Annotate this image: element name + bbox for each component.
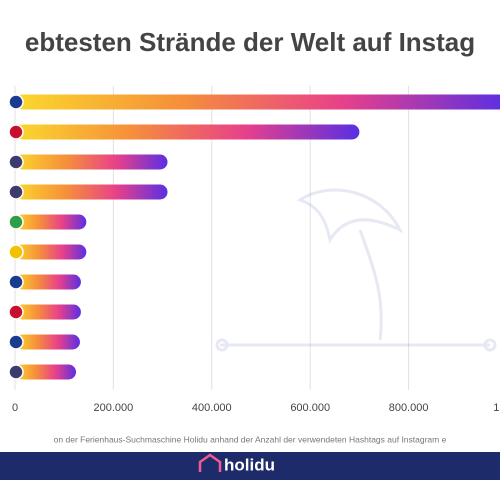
bar <box>15 184 168 200</box>
bar <box>15 334 80 350</box>
flag-icon <box>8 244 24 260</box>
x-tick-label: 600.000 <box>290 402 330 414</box>
flag-icon <box>8 304 24 320</box>
flag-icon <box>8 364 24 380</box>
bar <box>15 154 168 170</box>
flag-icon <box>8 214 24 230</box>
bar <box>15 244 87 260</box>
flag-icon <box>8 124 24 140</box>
logo: holidu <box>224 455 275 474</box>
x-tick-label: 1.000 <box>493 402 500 414</box>
x-tick-label: 800.000 <box>389 402 429 414</box>
bar <box>15 364 77 380</box>
flag-icon <box>8 94 24 110</box>
watermark <box>215 188 497 352</box>
bar <box>15 94 500 110</box>
flag-icon <box>8 274 24 290</box>
bar <box>15 304 81 320</box>
flag-icon <box>8 184 24 200</box>
bar <box>15 214 87 230</box>
source-note: on der Ferienhaus-Suchmaschine Holidu an… <box>54 434 447 444</box>
logo-icon <box>198 453 222 472</box>
bar <box>15 274 81 290</box>
flag-icon <box>8 154 24 170</box>
x-tick-label: 200.000 <box>94 402 134 414</box>
x-tick-label: 400.000 <box>192 402 232 414</box>
x-tick-label: 0 <box>12 402 18 414</box>
footer-band <box>0 452 500 480</box>
bar <box>15 124 360 140</box>
chart-title: ebtesten Strände der Welt auf Instag <box>25 27 475 57</box>
flag-icon <box>8 334 24 350</box>
